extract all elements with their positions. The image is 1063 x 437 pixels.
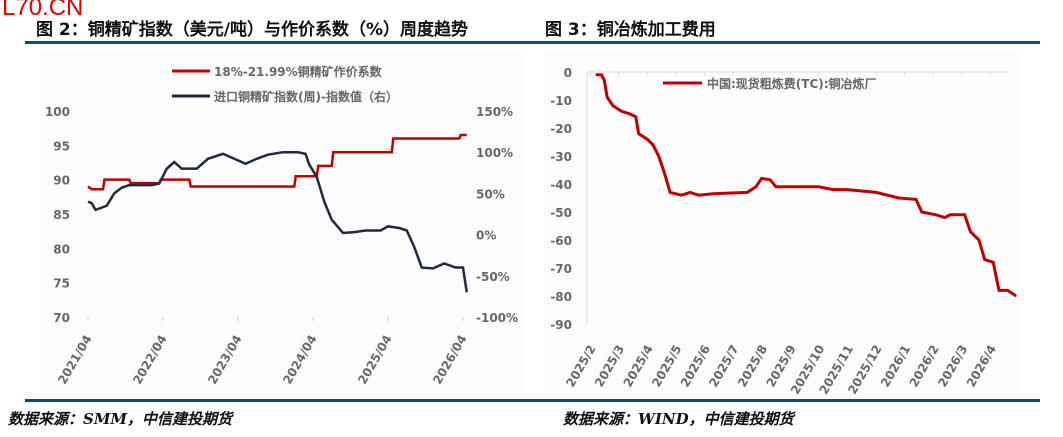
legend-label: 18%-21.99%铜精矿作价系数 xyxy=(214,64,383,79)
y-tick-left: 85 xyxy=(53,208,70,222)
y-tick-left: 70 xyxy=(53,311,70,325)
y-tick: -70 xyxy=(550,262,572,276)
legend-label: 进口铜精矿指数(周)-指数值（右） xyxy=(214,89,398,104)
plot-background-left xyxy=(40,52,525,392)
series-line-coefficient xyxy=(87,133,467,191)
y-tick-left: 75 xyxy=(53,277,70,291)
y-tick: 0 xyxy=(564,66,572,80)
y-tick: -50 xyxy=(550,206,572,220)
chart-title-right: 图 3：铜冶炼加工费用 xyxy=(545,20,716,40)
y-tick-left: 90 xyxy=(53,174,70,188)
title-divider-left xyxy=(25,41,530,44)
source-left: 数据来源：SMM，中信建投期货 xyxy=(8,410,233,428)
watermark: L70.CN xyxy=(2,0,84,21)
y-tick-right: 50% xyxy=(476,187,505,201)
y-tick: -90 xyxy=(550,318,572,332)
y-tick: -80 xyxy=(550,290,572,304)
y-tick-left: 100 xyxy=(45,105,70,119)
y-tick-right: 0% xyxy=(476,229,496,243)
y-tick: -40 xyxy=(550,178,572,192)
y-tick-right: -50% xyxy=(476,270,510,284)
chart-title-left: 图 2：铜精矿指数（美元/吨）与作价系数（%）周度趋势 xyxy=(36,20,468,40)
y-tick: -60 xyxy=(550,234,572,248)
series-line-tc xyxy=(595,73,1017,298)
title-divider-right xyxy=(530,41,1040,44)
y-tick: -20 xyxy=(550,122,572,136)
y-tick-right: 100% xyxy=(476,146,513,160)
y-tick: -10 xyxy=(550,94,572,108)
bottom-divider xyxy=(25,399,1040,402)
y-tick-right: -100% xyxy=(476,311,518,325)
legend-label: 中国:现货粗炼费(TC):铜冶炼厂 xyxy=(707,76,877,91)
plot-background-right xyxy=(545,52,1020,392)
y-tick-left: 80 xyxy=(53,242,70,256)
source-right: 数据来源：WIND，中信建投期货 xyxy=(563,410,794,428)
y-tick-left: 95 xyxy=(53,139,70,153)
y-tick-right: 150% xyxy=(476,105,513,119)
y-tick: -30 xyxy=(550,150,572,164)
series-line-index xyxy=(87,150,468,293)
